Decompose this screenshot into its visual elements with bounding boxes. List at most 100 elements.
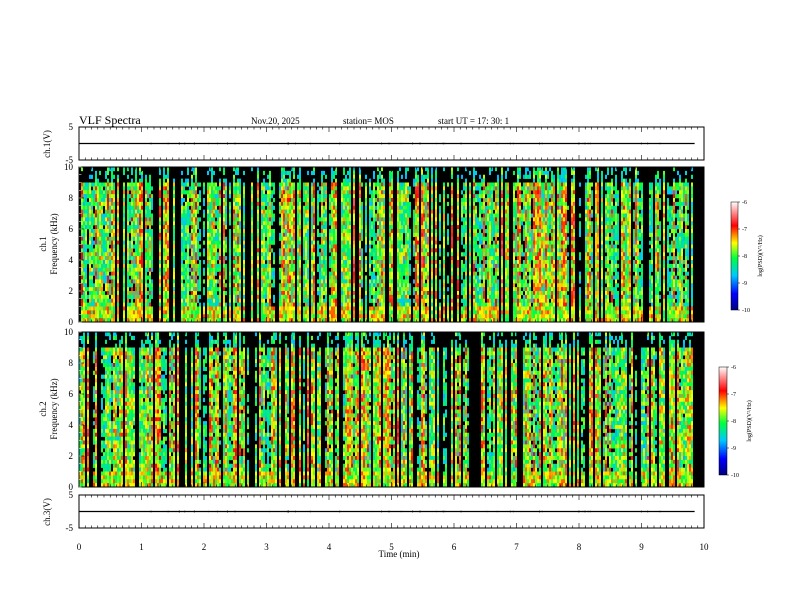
spectrogram-cell <box>415 244 417 249</box>
spectrogram-cell <box>265 225 267 230</box>
spectrogram-cell <box>97 221 99 226</box>
spectrogram-cell <box>219 248 221 253</box>
spectrogram-cell <box>213 294 215 300</box>
spectrogram-cell <box>343 213 345 218</box>
spectrogram-cell <box>457 209 459 214</box>
spectrogram-cell <box>421 229 423 234</box>
spectrogram-cell <box>469 275 471 280</box>
spectrogram-cell <box>377 294 379 300</box>
spectrogram-cell <box>303 275 305 280</box>
spectrogram-cell <box>93 271 95 276</box>
spectrogram-cell <box>293 275 295 280</box>
spectrogram-cell <box>109 275 111 280</box>
spectrogram-cell <box>415 302 417 307</box>
spectrogram-cell <box>163 287 165 292</box>
spectrogram-cell <box>333 186 335 191</box>
spectrogram-cell <box>325 287 327 292</box>
spectrogram-cell <box>369 310 371 315</box>
spectrogram-cell <box>117 174 119 179</box>
spectrogram-cell <box>97 232 99 238</box>
spectrogram-cell <box>197 182 199 187</box>
spectrogram-cell <box>389 260 391 265</box>
spectrogram-cell <box>319 314 321 319</box>
spectrogram-cell <box>317 310 319 315</box>
spectrogram-cell <box>95 302 97 307</box>
spectrogram-cell <box>443 198 445 203</box>
spectrogram-cell <box>129 267 131 272</box>
spectrogram-cell <box>109 263 111 269</box>
spectrogram-cell <box>451 275 453 280</box>
spectrogram-cell <box>239 306 241 311</box>
spectrogram-cell <box>83 198 85 203</box>
spectrogram-cell <box>219 201 221 207</box>
spectrogram-cell <box>225 205 227 210</box>
spectrogram-cell <box>209 232 211 238</box>
spectrogram-cell <box>183 306 185 311</box>
spectrogram-cell <box>265 229 267 234</box>
spectrogram-cell <box>107 209 109 214</box>
spectrogram-cell <box>99 225 101 230</box>
spectrogram-cell <box>401 229 403 234</box>
spectrogram-cell <box>213 256 215 261</box>
spectrogram-cell <box>299 229 301 234</box>
spectrogram-cell <box>211 263 213 269</box>
spectrogram-cell <box>109 182 111 187</box>
spectrogram-cell <box>111 190 113 195</box>
spectrogram-cell <box>451 287 453 292</box>
spectrogram-cell <box>333 232 335 238</box>
spectrogram-cell <box>293 232 295 238</box>
spectrogram-cell <box>383 217 385 222</box>
spectrogram-cell <box>139 314 141 319</box>
spectrogram-cell <box>217 229 219 234</box>
spectrogram-cell <box>137 182 139 187</box>
spectrogram-cell <box>105 248 107 253</box>
spectrogram-cell <box>199 236 201 241</box>
spectrogram-cell <box>85 213 87 218</box>
spectrogram-cell <box>469 190 471 195</box>
spectrogram-cell <box>397 198 399 203</box>
spectrogram-cell <box>147 310 149 315</box>
spectrogram-cell <box>381 318 383 323</box>
spectrogram-cell <box>391 217 393 222</box>
spectrogram-cell <box>307 236 309 241</box>
spectrogram-cell <box>193 263 195 269</box>
spectrogram-cell <box>261 260 263 265</box>
spectrogram-cell <box>287 244 289 249</box>
spectrogram-cell <box>401 298 403 303</box>
spectrogram-cell <box>85 229 87 234</box>
spectrogram-cell <box>331 275 333 280</box>
spectrogram-cell <box>443 267 445 272</box>
spectrogram-cell <box>117 240 119 245</box>
spectrogram-cell <box>113 190 115 195</box>
spectrogram-cell <box>381 302 383 307</box>
spectrogram-cell <box>107 205 109 210</box>
spectrogram-cell <box>215 198 217 203</box>
spectrogram-cell <box>95 170 97 176</box>
spectrogram-cell <box>359 190 361 195</box>
spectrogram-cell <box>375 318 377 323</box>
spectrogram-cell <box>159 310 161 315</box>
spectrogram-cell <box>289 275 291 280</box>
spectrogram-cell <box>151 186 153 191</box>
spectrogram-cell <box>185 287 187 292</box>
spectrogram-cell <box>321 267 323 272</box>
spectrogram-cell <box>83 217 85 222</box>
spectrogram-cell <box>435 182 437 187</box>
spectrogram-cell <box>189 194 191 199</box>
spectrogram-cell <box>137 209 139 214</box>
spectrogram-cell <box>383 306 385 311</box>
spectrogram-cell <box>325 240 327 245</box>
spectrogram-cell <box>139 306 141 311</box>
spectrogram-cell <box>211 225 213 230</box>
spectrogram-cell <box>451 170 453 176</box>
spectrogram-cell <box>349 318 351 323</box>
spectrogram-cell <box>195 209 197 214</box>
spectrogram-cell <box>397 190 399 195</box>
spectrogram-cell <box>469 302 471 307</box>
spectrogram-cell <box>263 248 265 253</box>
spectrogram-cell <box>431 271 433 276</box>
spectrogram-cell <box>89 287 91 292</box>
spectrogram-cell <box>207 302 209 307</box>
spectrogram-cell <box>199 314 201 319</box>
spectrogram-cell <box>101 306 103 311</box>
